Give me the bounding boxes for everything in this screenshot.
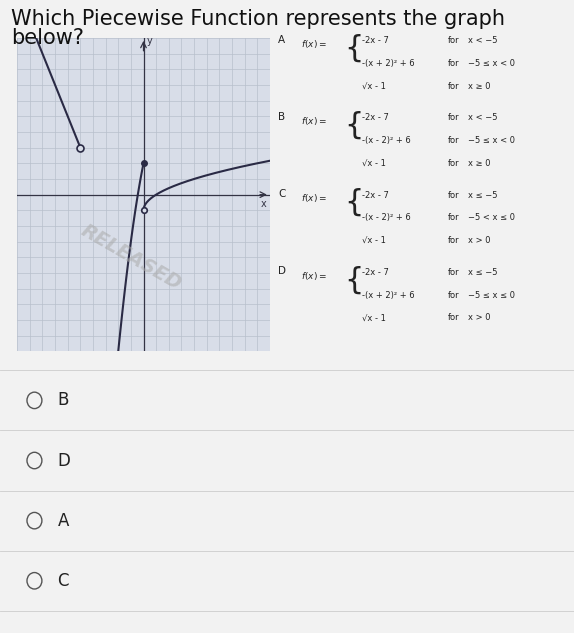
Text: -(x - 2)² + 6: -(x - 2)² + 6 (362, 136, 410, 145)
Text: for: for (448, 313, 459, 322)
Text: for: for (448, 236, 459, 245)
Text: x ≥ 0: x ≥ 0 (468, 159, 490, 168)
Text: for: for (448, 291, 459, 299)
Text: below?: below? (11, 28, 84, 49)
Text: {: { (344, 111, 364, 140)
Text: x < −5: x < −5 (468, 36, 497, 45)
Text: x < −5: x < −5 (468, 113, 497, 122)
Text: $f(x)=$: $f(x)=$ (301, 38, 327, 50)
Text: x > 0: x > 0 (468, 236, 490, 245)
Text: -2x - 7: -2x - 7 (362, 268, 389, 277)
Text: -2x - 7: -2x - 7 (362, 191, 389, 199)
Text: for: for (448, 36, 459, 45)
Text: √x - 1: √x - 1 (362, 236, 386, 245)
Text: {: { (344, 34, 364, 63)
Text: −5 ≤ x ≤ 0: −5 ≤ x ≤ 0 (468, 291, 515, 299)
Text: x: x (261, 199, 266, 209)
Text: √x - 1: √x - 1 (362, 159, 386, 168)
Text: -(x + 2)² + 6: -(x + 2)² + 6 (362, 59, 414, 68)
Text: RELEASED: RELEASED (77, 221, 184, 294)
Text: for: for (448, 191, 459, 199)
Text: {: { (344, 188, 364, 217)
Text: y: y (147, 36, 153, 46)
Text: -2x - 7: -2x - 7 (362, 113, 389, 122)
Text: x ≤ −5: x ≤ −5 (468, 191, 497, 199)
Text: −5 ≤ x < 0: −5 ≤ x < 0 (468, 59, 515, 68)
Text: C: C (57, 572, 69, 590)
Text: for: for (448, 59, 459, 68)
Text: {: { (344, 265, 364, 294)
Text: for: for (448, 136, 459, 145)
Text: −5 ≤ x < 0: −5 ≤ x < 0 (468, 136, 515, 145)
Text: x ≥ 0: x ≥ 0 (468, 82, 490, 91)
Text: A: A (278, 35, 285, 45)
Text: for: for (448, 159, 459, 168)
Text: C: C (278, 189, 286, 199)
Text: Which Piecewise Function represents the graph: Which Piecewise Function represents the … (11, 9, 506, 30)
Text: for: for (448, 82, 459, 91)
Text: x > 0: x > 0 (468, 313, 490, 322)
Text: A: A (57, 511, 69, 530)
Text: for: for (448, 268, 459, 277)
Text: √x - 1: √x - 1 (362, 313, 386, 322)
Text: -(x - 2)² + 6: -(x - 2)² + 6 (362, 213, 410, 222)
Text: $f(x)=$: $f(x)=$ (301, 115, 327, 127)
Text: for: for (448, 113, 459, 122)
Text: D: D (278, 266, 286, 277)
Text: x ≤ −5: x ≤ −5 (468, 268, 497, 277)
Text: D: D (57, 451, 70, 470)
Text: -2x - 7: -2x - 7 (362, 36, 389, 45)
Text: -(x + 2)² + 6: -(x + 2)² + 6 (362, 291, 414, 299)
Text: B: B (57, 391, 69, 410)
Text: $f(x)=$: $f(x)=$ (301, 270, 327, 282)
Text: −5 < x ≤ 0: −5 < x ≤ 0 (468, 213, 515, 222)
Text: $f(x)=$: $f(x)=$ (301, 192, 327, 204)
Text: B: B (278, 112, 285, 122)
Text: √x - 1: √x - 1 (362, 82, 386, 91)
Text: for: for (448, 213, 459, 222)
